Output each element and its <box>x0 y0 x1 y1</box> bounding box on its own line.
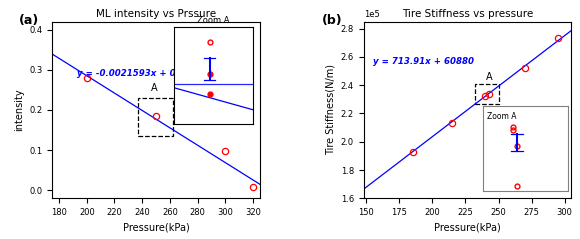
X-axis label: Pressure(kPa): Pressure(kPa) <box>434 223 501 233</box>
Text: Zoom A: Zoom A <box>197 16 229 25</box>
Text: A: A <box>486 72 492 82</box>
Text: (a): (a) <box>19 14 39 27</box>
Y-axis label: Tire Stiffness(N/m): Tire Stiffness(N/m) <box>325 65 335 155</box>
Text: y = -0.0021593x + 0.71692: y = -0.0021593x + 0.71692 <box>77 69 209 78</box>
Text: (b): (b) <box>322 14 343 27</box>
Bar <box>138 98 173 136</box>
Title: Tire Stiffness vs pressure: Tire Stiffness vs pressure <box>402 9 533 19</box>
X-axis label: Pressure(kPa): Pressure(kPa) <box>122 223 190 233</box>
Text: A: A <box>151 83 158 93</box>
Title: ML intensity vs Prssure: ML intensity vs Prssure <box>96 9 216 19</box>
Text: y = 713.91x + 60880: y = 713.91x + 60880 <box>373 57 474 66</box>
Bar <box>475 84 499 104</box>
Y-axis label: intensity: intensity <box>14 89 24 131</box>
